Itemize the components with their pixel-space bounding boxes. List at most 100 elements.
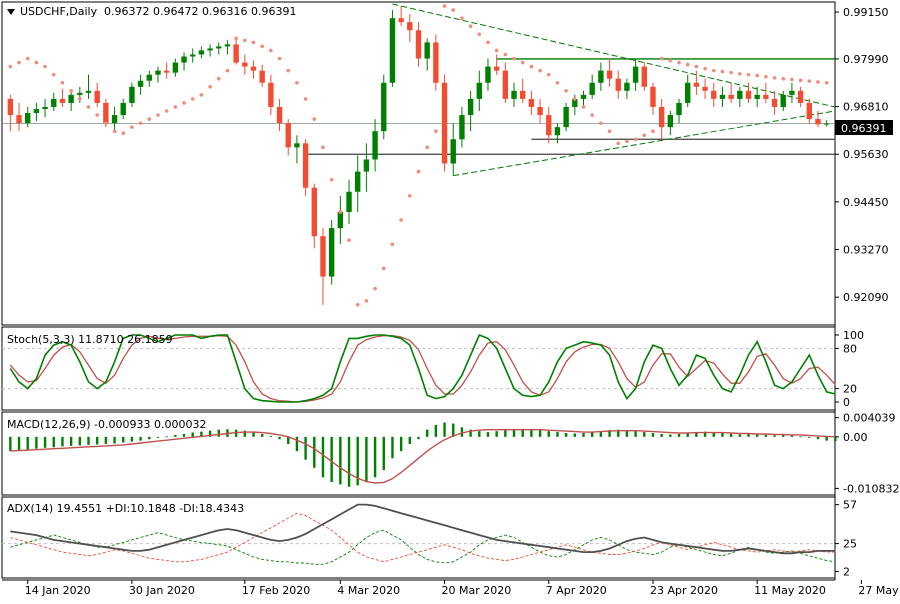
sar-dot xyxy=(685,62,690,67)
dropdown-triangle-icon[interactable] xyxy=(7,9,15,15)
macd-bar xyxy=(52,436,55,448)
sar-dot xyxy=(381,266,386,271)
macd-bar xyxy=(104,436,108,444)
sar-dot xyxy=(329,177,334,182)
sar-dot xyxy=(486,40,490,45)
macd-bar xyxy=(764,434,768,437)
stoch-signal-line xyxy=(9,335,836,403)
triangle-upper-line xyxy=(392,3,836,108)
sar-dot xyxy=(520,60,525,65)
macd-bar xyxy=(17,436,21,451)
candle-body xyxy=(433,42,439,83)
macd-bar xyxy=(460,427,464,437)
sar-dot xyxy=(451,8,456,12)
candle-body xyxy=(693,82,700,87)
sar-dot xyxy=(468,24,473,29)
macd-bar xyxy=(434,424,438,437)
sar-dot xyxy=(764,74,768,79)
macd-bar xyxy=(356,436,359,486)
price-tick-label: 0.96810 xyxy=(843,101,889,114)
sar-dot xyxy=(251,40,256,45)
candle-body xyxy=(719,94,726,99)
sar-dot xyxy=(321,145,325,150)
candle-body xyxy=(598,70,604,83)
macd-bar xyxy=(651,433,655,437)
x-tick-label: 11 May 2020 xyxy=(754,584,826,597)
candle-body xyxy=(311,187,317,237)
sar-dot xyxy=(164,109,169,113)
sar-dot xyxy=(104,121,108,125)
sar-dot xyxy=(642,133,647,138)
candle-body xyxy=(702,86,708,91)
sar-dot xyxy=(590,113,594,117)
macd-bar xyxy=(408,436,412,444)
adx-tick-label: 2 xyxy=(843,566,850,579)
sar-dot xyxy=(8,64,13,69)
stoch-tick-label: 100 xyxy=(843,329,864,342)
candle-body xyxy=(198,50,205,55)
macd-bar xyxy=(200,431,203,437)
macd-bar xyxy=(790,435,794,437)
sar-dot xyxy=(460,16,464,20)
macd-bar xyxy=(321,436,325,478)
candle-body xyxy=(42,106,48,109)
candle-body xyxy=(632,66,639,83)
triangle-lower-line xyxy=(453,110,836,177)
sar-dot xyxy=(225,68,230,73)
candle-body xyxy=(511,90,517,99)
x-tick-label: 23 Apr 2020 xyxy=(650,584,718,597)
candle-body xyxy=(502,70,509,99)
price-tick-label: 0.95630 xyxy=(843,148,889,161)
macd-bar xyxy=(260,433,264,437)
sar-dot xyxy=(347,238,351,243)
sar-dot xyxy=(494,48,499,53)
stoch-tick-label: 20 xyxy=(843,383,857,396)
macd-bar xyxy=(252,432,255,437)
candle-body xyxy=(459,115,465,140)
macd-bar xyxy=(191,432,194,437)
sar-dot xyxy=(112,129,117,133)
sar-dot xyxy=(286,68,291,73)
macd-bar xyxy=(78,436,82,446)
candle-body xyxy=(259,70,265,83)
macd-bar xyxy=(486,432,490,437)
candle-body xyxy=(77,92,83,95)
candle-body xyxy=(641,66,647,87)
macd-bar xyxy=(330,436,333,483)
macd-bar xyxy=(495,431,498,437)
macd-bar xyxy=(478,431,481,437)
symbol-label: USDCHF,Daily xyxy=(20,5,98,18)
macd-bar xyxy=(295,436,299,452)
candle-body xyxy=(806,102,812,120)
plus-di-line xyxy=(10,529,836,565)
macd-bar xyxy=(373,436,377,478)
sar-dot xyxy=(34,60,39,65)
candle-body xyxy=(528,98,535,107)
sar-dot xyxy=(260,44,264,49)
candle-body xyxy=(763,94,769,99)
macd-bar xyxy=(504,430,507,437)
price-tick-label: 0.93270 xyxy=(843,243,889,256)
sar-dot xyxy=(60,80,65,85)
sar-dot xyxy=(147,117,152,121)
stoch-main-line xyxy=(9,333,836,403)
candle-body xyxy=(381,82,387,132)
sar-dot xyxy=(477,32,482,37)
candle-body xyxy=(728,94,734,99)
macd-bar xyxy=(304,436,307,460)
minus-di-line xyxy=(10,512,836,563)
macd-bar xyxy=(782,434,785,437)
candle-body xyxy=(667,115,674,128)
macd-tick-label: -0.010832 xyxy=(843,482,899,495)
sar-dot xyxy=(503,52,508,57)
candle-body xyxy=(789,90,795,95)
macd-tick-label: 0.004039 xyxy=(843,412,896,425)
stoch-label: Stoch(5,3,3) 11.8710 26.1859 xyxy=(7,333,173,346)
candle-body xyxy=(441,82,448,164)
candle-body xyxy=(467,98,474,116)
stoch-tick-label: 80 xyxy=(843,342,857,355)
candle-body xyxy=(33,108,40,114)
candle-body xyxy=(25,113,31,124)
sar-dot xyxy=(156,113,160,117)
